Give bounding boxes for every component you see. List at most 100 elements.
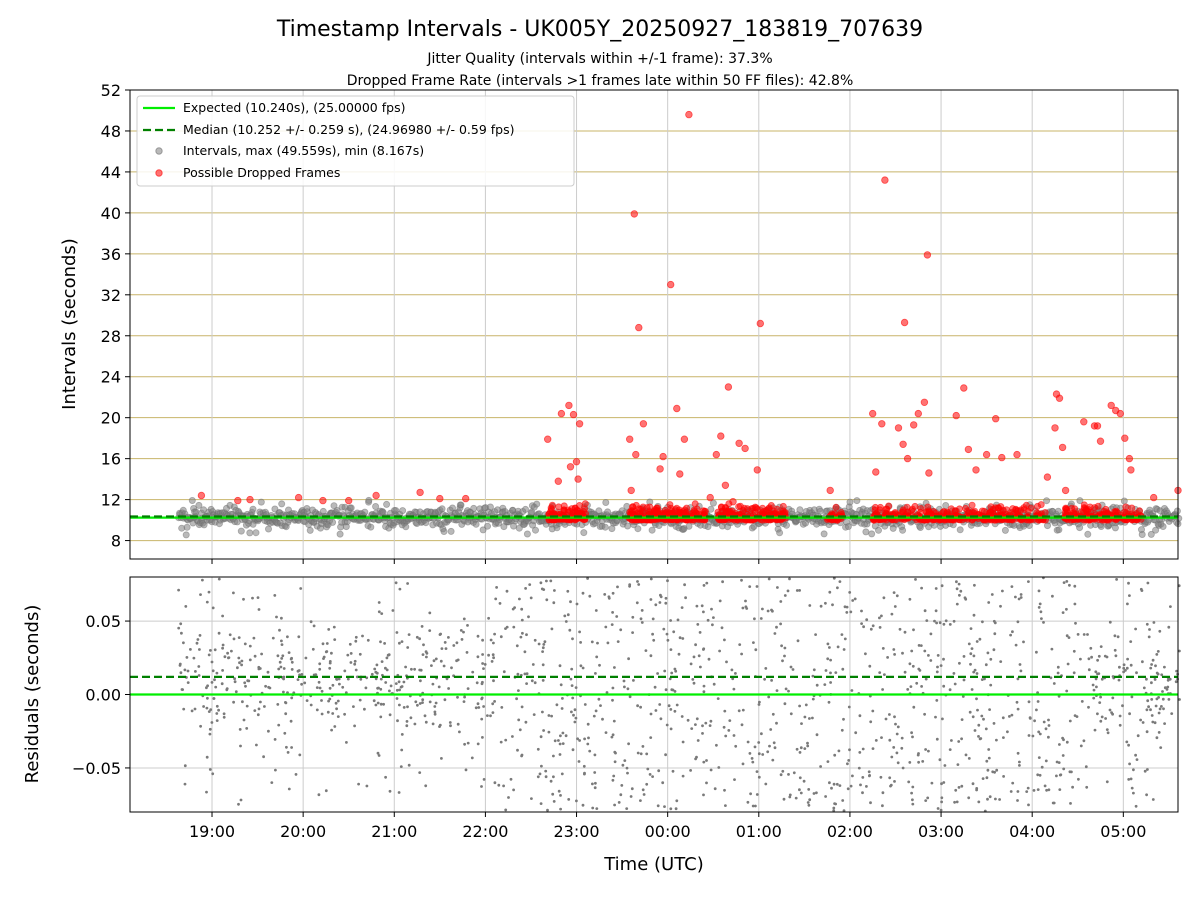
dropped-frame-cluster-point [691, 500, 699, 508]
residual-point [764, 782, 768, 786]
interval-point [195, 501, 203, 509]
residual-point [210, 721, 214, 724]
residual-point [1065, 634, 1069, 638]
residual-point [730, 668, 734, 672]
residual-point [1146, 768, 1149, 771]
residual-point [407, 763, 411, 767]
residual-point [1157, 711, 1161, 715]
residual-point [669, 648, 673, 651]
residual-point [1035, 650, 1038, 654]
residual-point [604, 731, 608, 734]
residual-point [1016, 620, 1020, 624]
residual-point [737, 709, 741, 713]
residual-point [1139, 718, 1142, 722]
residual-point [449, 724, 452, 728]
dropped-frame-point [1055, 394, 1064, 402]
residual-point [779, 622, 782, 626]
residual-point [520, 705, 524, 709]
residual-point [848, 748, 851, 752]
bottom-xtick-label: 22:00 [462, 822, 508, 841]
residual-point [766, 750, 770, 754]
residual-point [348, 642, 352, 646]
residual-point [1018, 760, 1021, 764]
dropped-frame-point [627, 486, 635, 495]
residual-point [566, 613, 570, 617]
dropped-frame-point [294, 493, 303, 502]
residual-point [579, 664, 583, 668]
residual-point [223, 655, 227, 659]
residual-point [775, 689, 779, 692]
dropped-frame-cluster-point [581, 500, 589, 508]
residual-point [440, 647, 444, 650]
dropped-frame-point [372, 491, 380, 500]
residual-point [878, 626, 882, 629]
residual-point [611, 611, 614, 614]
residual-point [1065, 740, 1069, 744]
residual-point [1145, 793, 1148, 797]
residual-point [989, 683, 993, 687]
residual-point [418, 771, 422, 774]
residual-point [930, 781, 934, 785]
residual-point [1145, 730, 1149, 734]
residual-point [560, 772, 564, 776]
residual-point [320, 699, 323, 702]
interval-point [523, 530, 531, 538]
interval-point [486, 503, 494, 511]
residual-point [213, 648, 217, 652]
residual-point [275, 615, 278, 619]
residual-point [1154, 664, 1157, 668]
dropped-frame-point [952, 411, 960, 420]
residual-point [576, 737, 579, 741]
bottom-xtick-label: 20:00 [280, 822, 326, 841]
residual-point [264, 684, 267, 688]
residual-point [193, 707, 197, 711]
residual-point [256, 596, 260, 599]
residual-point [645, 752, 649, 756]
residual-point [552, 800, 556, 803]
dropped-frame-point [1093, 422, 1102, 430]
residual-point [658, 601, 662, 604]
legend-intervals-label: Intervals, max (49.559s), min (8.167s) [183, 143, 424, 158]
dropped-frame-cluster-point [714, 508, 722, 516]
residual-point [896, 725, 900, 729]
residual-point [890, 755, 894, 759]
residual-point [1097, 654, 1101, 658]
residual-point [1153, 678, 1157, 681]
residual-point [1129, 640, 1133, 643]
residual-point [276, 654, 280, 658]
residual-point [384, 775, 387, 779]
residual-point [1117, 678, 1121, 682]
residual-point [205, 686, 208, 690]
residual-point [967, 642, 971, 646]
chart-subtitle-dropped: Dropped Frame Rate (intervals >1 frames … [347, 73, 854, 89]
residual-point [1151, 720, 1155, 724]
residual-point [800, 722, 803, 725]
residual-point [927, 749, 930, 753]
residual-point [489, 638, 493, 642]
residual-point [579, 641, 582, 644]
residual-point [890, 612, 894, 616]
top-ytick-label: 48 [101, 122, 121, 141]
residual-point [955, 580, 958, 584]
residual-point [1105, 780, 1109, 784]
residual-point [284, 701, 288, 705]
residual-point [480, 717, 484, 721]
residual-point [673, 709, 677, 713]
residual-point [373, 667, 377, 671]
residual-point [286, 635, 289, 639]
residual-point [558, 753, 562, 756]
residual-point [379, 677, 383, 681]
residual-point [440, 757, 443, 760]
interval-point [383, 500, 391, 508]
residual-point [1072, 671, 1076, 675]
residual-point [1125, 740, 1129, 744]
top-y-axis-label: Intervals (seconds) [59, 238, 80, 410]
residual-point [413, 722, 417, 726]
dropped-frame-point [630, 210, 638, 218]
residual-point [509, 777, 513, 781]
residual-point [376, 701, 380, 705]
residual-point [617, 801, 621, 804]
residual-point [333, 725, 337, 728]
residual-point [207, 710, 211, 713]
residual-point [755, 793, 759, 796]
